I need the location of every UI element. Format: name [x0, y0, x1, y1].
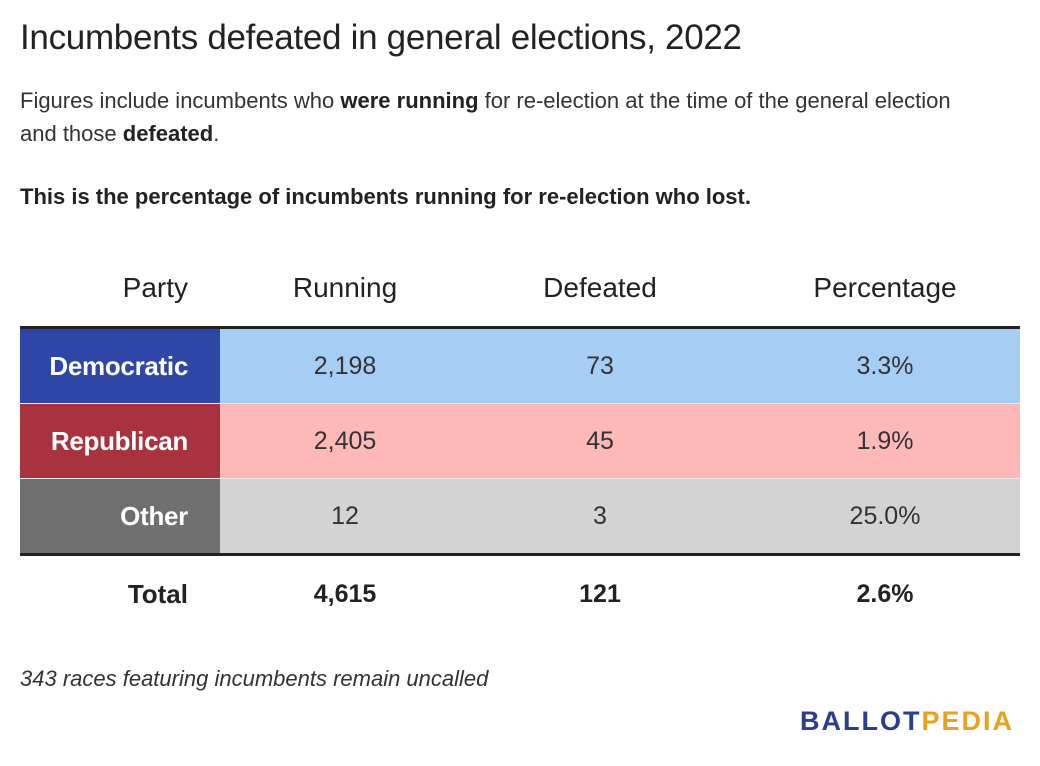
- header-defeated: Defeated: [543, 272, 657, 303]
- chart-subtitle: Figures include incumbents who were runn…: [20, 84, 980, 150]
- cell-running-democratic: 2,198: [313, 352, 377, 380]
- row-cells-democratic: 2,198 73 3.3%: [220, 329, 1020, 403]
- table-header: Party Running Defeated Percentage: [20, 258, 1020, 329]
- header-party: Party: [122, 272, 188, 303]
- subtitle-bold-running: were running: [340, 88, 479, 113]
- cell-running-republican: 2,405: [313, 427, 377, 455]
- total-running: 4,615: [313, 580, 377, 608]
- party-label-democratic: Democratic: [20, 329, 220, 403]
- total-label: Total: [127, 579, 188, 609]
- cell-percentage-other: 25.0%: [849, 502, 921, 530]
- cell-percentage-republican: 1.9%: [856, 427, 914, 455]
- table-row-democratic: Democratic 2,198 73 3.3%: [20, 329, 1020, 403]
- party-label-republican: Republican: [20, 404, 220, 478]
- subtitle-text-2: for re-election at the time of the gener…: [20, 88, 951, 146]
- footnote: 343 races featuring incumbents remain un…: [20, 666, 489, 691]
- cell-defeated-other: 3: [593, 502, 607, 530]
- ballotpedia-logo: BALLOTPEDIA: [800, 706, 1014, 737]
- row-cells-other: 12 3 25.0%: [220, 479, 1020, 553]
- table-row-total: Total 4,615 121 2.6%: [20, 553, 1020, 632]
- subtitle-bold-defeated: defeated: [122, 121, 214, 146]
- cell-percentage-democratic: 3.3%: [856, 352, 914, 380]
- logo-part-ballot: BALLOT: [799, 706, 922, 736]
- cell-running-other: 12: [331, 502, 359, 530]
- header-percentage: Percentage: [813, 272, 957, 303]
- chart-note: This is the percentage of incumbents run…: [20, 184, 751, 209]
- subtitle-text-3: .: [213, 121, 220, 146]
- cell-defeated-republican: 45: [586, 427, 614, 455]
- row-cells-republican: 2,405 45 1.9%: [220, 404, 1020, 478]
- party-label-other: Other: [20, 479, 220, 553]
- logo-part-pedia: PEDIA: [921, 706, 1014, 736]
- total-percentage: 2.6%: [856, 580, 914, 608]
- cell-defeated-democratic: 73: [586, 352, 614, 380]
- subtitle-text-1: Figures include incumbents who: [20, 88, 341, 113]
- header-running: Running: [292, 272, 398, 303]
- table-row-republican: Republican 2,405 45 1.9%: [20, 403, 1020, 478]
- chart-title: Incumbents defeated in general elections…: [20, 18, 742, 57]
- total-defeated: 121: [579, 580, 621, 608]
- table-row-other: Other 12 3 25.0%: [20, 478, 1020, 553]
- results-table: Party Running Defeated Percentage Democr…: [20, 258, 1020, 632]
